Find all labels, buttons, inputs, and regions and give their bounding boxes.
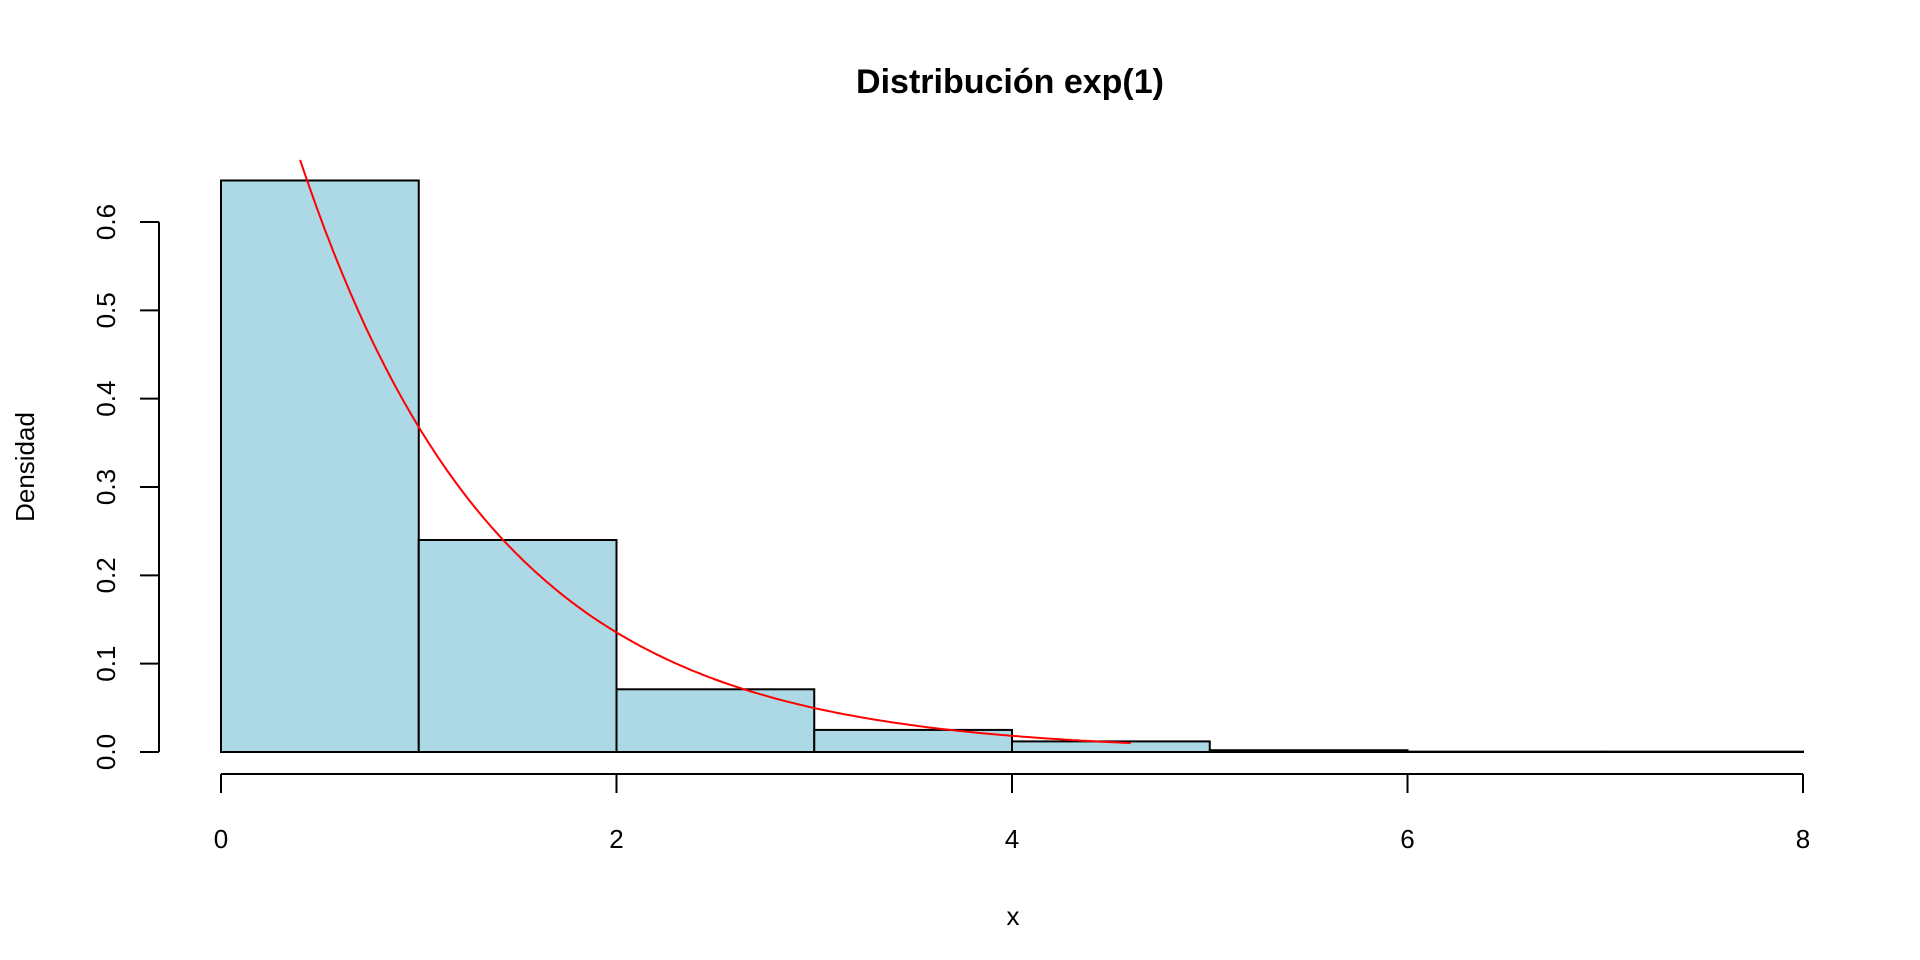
histogram-bar xyxy=(220,179,420,753)
x-tick-label: 2 xyxy=(609,824,623,854)
y-tick-label: 0.3 xyxy=(91,469,121,505)
y-tick-label: 0.5 xyxy=(91,292,121,328)
histogram-bar xyxy=(417,539,618,753)
histogram-bar xyxy=(615,688,816,753)
chart-title: Distribución exp(1) xyxy=(856,63,1164,101)
histogram-bar xyxy=(1208,749,1409,754)
density-curve xyxy=(299,159,1131,745)
y-tick-label: 0.0 xyxy=(91,734,121,770)
x-tick-label: 8 xyxy=(1796,824,1810,854)
y-axis-label: Densidad xyxy=(10,412,40,522)
x-tick-label: 4 xyxy=(1005,824,1019,854)
x-tick-label: 0 xyxy=(214,824,228,854)
y-tick-label: 0.2 xyxy=(91,557,121,593)
x-axis-label: x xyxy=(1007,901,1020,931)
y-tick-label: 0.4 xyxy=(91,381,121,417)
y-tick-label: 0.6 xyxy=(91,204,121,240)
y-tick-label: 0.1 xyxy=(91,646,121,682)
x-tick-label: 6 xyxy=(1400,824,1414,854)
